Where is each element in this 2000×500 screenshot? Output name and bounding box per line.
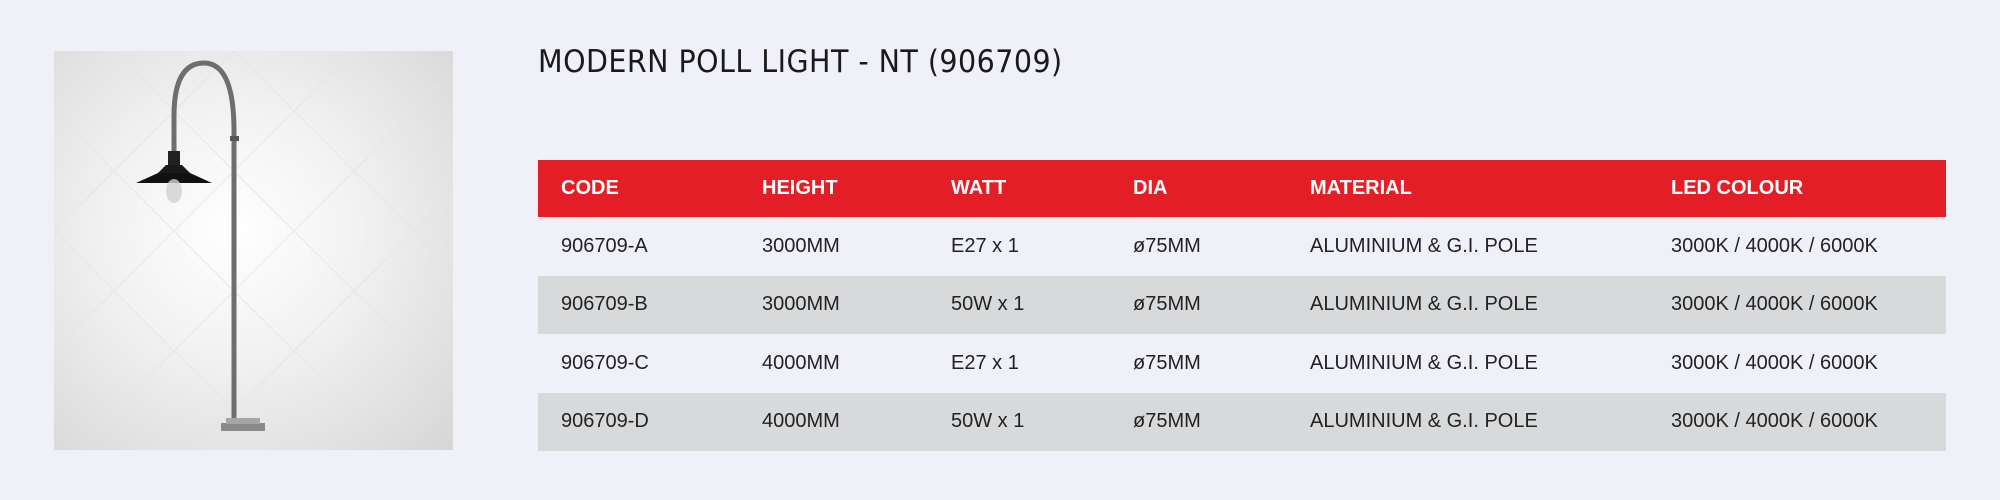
cell-material: ALUMINIUM & G.I. POLE xyxy=(1310,234,1538,257)
cell-material: ALUMINIUM & G.I. POLE xyxy=(1310,293,1538,316)
product-image xyxy=(54,51,453,450)
cell-led-colour: 3000K / 4000K / 6000K xyxy=(1671,293,1878,316)
cell-dia: ø75MM xyxy=(1133,351,1201,374)
header-led-colour: LED COLOUR xyxy=(1671,177,1804,199)
header-watt: WATT xyxy=(951,177,1007,199)
table-row: 906709-A 3000MM E27 x 1 ø75MM ALUMINIUM … xyxy=(538,217,1946,276)
table-row: 906709-D 4000MM 50W x 1 ø75MM ALUMINIUM … xyxy=(538,392,1946,451)
cell-watt: 50W x 1 xyxy=(951,410,1025,433)
cell-material: ALUMINIUM & G.I. POLE xyxy=(1310,351,1538,374)
table-header: CODE HEIGHT WATT DIA MATERIAL LED COLOUR xyxy=(538,160,1946,217)
cell-code: 906709-D xyxy=(561,410,649,433)
cell-led-colour: 3000K / 4000K / 6000K xyxy=(1671,410,1878,433)
cell-led-colour: 3000K / 4000K / 6000K xyxy=(1671,234,1878,257)
header-dia: DIA xyxy=(1133,177,1168,199)
cell-material: ALUMINIUM & G.I. POLE xyxy=(1310,410,1538,433)
cell-led-colour: 3000K / 4000K / 6000K xyxy=(1671,351,1878,374)
spec-table: CODE HEIGHT WATT DIA MATERIAL LED COLOUR… xyxy=(538,160,1946,451)
cell-dia: ø75MM xyxy=(1133,293,1201,316)
cell-watt: 50W x 1 xyxy=(951,293,1025,316)
cell-watt: E27 x 1 xyxy=(951,234,1019,257)
cell-dia: ø75MM xyxy=(1133,410,1201,433)
header-material: MATERIAL xyxy=(1310,177,1412,199)
cell-height: 4000MM xyxy=(762,410,840,433)
header-height: HEIGHT xyxy=(762,177,838,199)
cell-height: 3000MM xyxy=(762,234,840,257)
cell-code: 906709-C xyxy=(561,351,649,374)
page-title: MODERN POLL LIGHT - NT (906709) xyxy=(538,44,1063,80)
cell-code: 906709-B xyxy=(561,293,648,316)
table-row: 906709-C 4000MM E27 x 1 ø75MM ALUMINIUM … xyxy=(538,334,1946,393)
lamp-post-icon xyxy=(54,51,453,431)
table-row: 906709-B 3000MM 50W x 1 ø75MM ALUMINIUM … xyxy=(538,275,1946,334)
header-code: CODE xyxy=(561,177,619,199)
cell-code: 906709-A xyxy=(561,234,648,257)
cell-height: 4000MM xyxy=(762,351,840,374)
cell-height: 3000MM xyxy=(762,293,840,316)
cell-dia: ø75MM xyxy=(1133,234,1201,257)
cell-watt: E27 x 1 xyxy=(951,351,1019,374)
